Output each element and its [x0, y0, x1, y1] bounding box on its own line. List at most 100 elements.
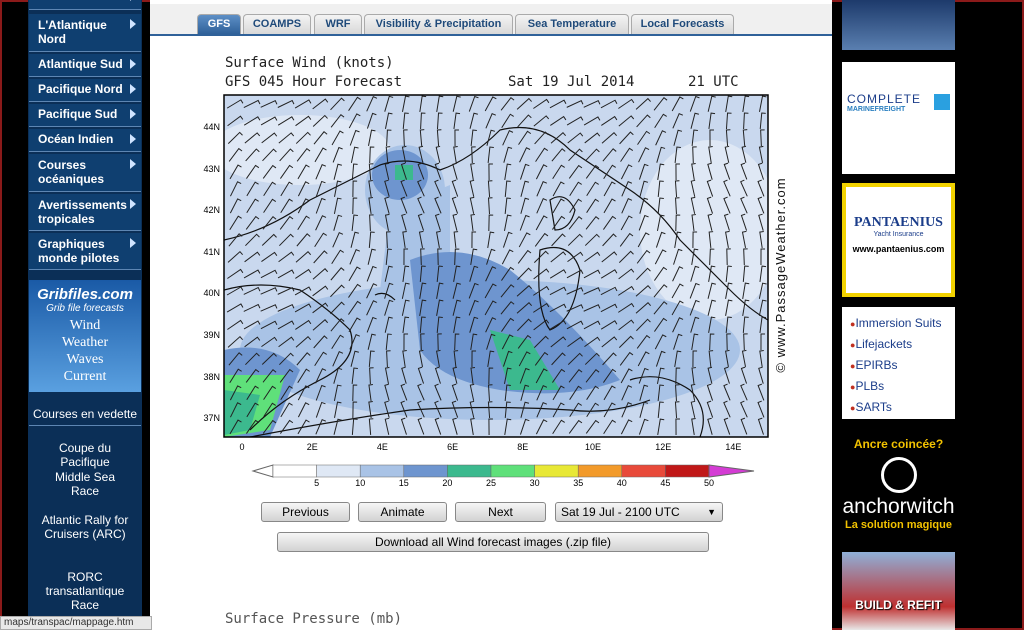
featured-heading: Courses en vedette — [29, 402, 141, 426]
wind-barb — [419, 316, 426, 334]
wind-barb — [653, 301, 668, 315]
wind-barb — [503, 146, 513, 163]
lon-label: 8E — [517, 442, 528, 452]
nav-item[interactable]: L'Atlantique Nord — [29, 14, 141, 52]
wind-barb — [312, 302, 329, 314]
wind-barb — [533, 302, 550, 313]
wind-barb — [758, 145, 764, 163]
wind-barb — [620, 164, 633, 180]
wind-barb — [403, 129, 408, 147]
wind-barb — [741, 145, 747, 163]
time-select-value: Sat 19 Jul - 2100 UTC — [561, 505, 680, 519]
tab[interactable]: Visibility & Precipitation — [364, 14, 513, 34]
ad-insurance[interactable]: PANTAENIUS Yacht Insurance www.pantaeniu… — [842, 183, 955, 297]
tab[interactable]: WRF — [314, 14, 362, 34]
ad-anchor[interactable]: Ancre coincée? anchorwitch La solution m… — [842, 437, 955, 542]
wind-barb — [725, 299, 733, 316]
wind-barb — [470, 162, 475, 180]
wind-barb — [279, 419, 294, 434]
nav-item[interactable]: Graphiques monde pilotes — [29, 233, 141, 270]
ad-safety[interactable]: Immersion SuitsLifejacketsEPIRBsPLBsSART… — [842, 307, 955, 419]
wind-barb — [384, 282, 394, 299]
wind-barb — [384, 179, 390, 197]
wind-barb — [331, 130, 344, 146]
ad-refit[interactable]: BUILD & REFIT — [842, 552, 955, 630]
wind-barb — [533, 250, 549, 264]
tab[interactable]: Sea Temperature — [515, 14, 629, 34]
wind-barb — [552, 419, 565, 434]
wind-barb — [657, 384, 664, 402]
wind-barb — [740, 400, 748, 418]
wind-barb — [673, 248, 683, 265]
ad-freight[interactable]: COMPLETE MARINEFREIGHT — [842, 62, 955, 174]
wind-barb — [436, 349, 441, 367]
ad-boat-image[interactable] — [842, 0, 955, 50]
wind-barb — [485, 266, 497, 282]
wind-barb — [657, 418, 665, 435]
wind-barb — [453, 350, 459, 368]
wind-barb — [260, 100, 278, 108]
wind-barb — [369, 367, 374, 385]
nav-item[interactable]: Courses océaniques — [29, 154, 141, 192]
wind-barb — [603, 385, 616, 401]
wind-barb — [600, 99, 618, 109]
wind-barb — [706, 400, 714, 418]
wind-barb — [621, 198, 633, 214]
gribfiles-banner[interactable]: Gribfiles.com Grib file forecasts Wind We… — [29, 280, 141, 392]
nav-item[interactable]: Antilles — [29, 0, 141, 10]
wind-barb — [229, 215, 242, 231]
nav-item[interactable]: Avertissements tropicales — [29, 194, 141, 231]
wind-barb — [692, 146, 697, 164]
nav-item[interactable]: Pacifique Sud — [29, 104, 141, 127]
nav-item[interactable]: Pacifique Nord — [29, 79, 141, 102]
wind-barb — [486, 333, 496, 350]
wind-barb — [517, 249, 532, 264]
wind-barb — [620, 215, 633, 231]
wind-barb — [402, 316, 410, 333]
wind-barb — [279, 233, 294, 247]
wind-barb — [384, 162, 390, 180]
wind-barb — [262, 164, 277, 179]
wind-barb — [584, 233, 600, 246]
wind-barb — [260, 304, 278, 312]
wind-barbs — [226, 95, 767, 436]
nav-item[interactable]: Océan Indien — [29, 129, 141, 152]
colorbar-swatch — [665, 464, 710, 478]
featured-race[interactable]: RORC transatlantique Race — [45, 570, 125, 612]
featured-race[interactable]: Coupe du Pacifique — [58, 441, 112, 469]
tab[interactable]: GFS — [197, 14, 241, 34]
wind-barb — [708, 316, 716, 333]
wind-barb — [453, 112, 461, 129]
colorbar-start — [251, 464, 274, 478]
next-button[interactable]: Next — [455, 502, 546, 522]
wind-barb — [403, 333, 409, 351]
featured-race[interactable]: Atlantic Rally for Cruisers (ARC) — [41, 513, 129, 541]
wind-barb — [418, 145, 424, 163]
tab[interactable]: Local Forecasts — [631, 14, 734, 34]
wind-barb — [297, 198, 310, 214]
ad-freight-logo — [934, 94, 950, 110]
wind-barb — [674, 231, 682, 248]
featured-race[interactable]: Middle Sea Race — [54, 470, 116, 498]
previous-button[interactable]: Previous — [261, 502, 350, 522]
wind-barb — [228, 352, 243, 366]
wind-barb — [229, 385, 242, 401]
map-credit: © www.PassageWeather.com — [773, 177, 788, 372]
wind-barb — [315, 368, 327, 384]
colorbar-swatch — [403, 464, 448, 478]
wind-barb — [401, 282, 410, 299]
time-select[interactable]: Sat 19 Jul - 2100 UTC ▼ — [555, 502, 723, 522]
animate-button[interactable]: Animate — [358, 502, 447, 522]
tab[interactable]: COAMPS — [243, 14, 311, 34]
wind-barb — [566, 116, 584, 126]
wind-barb — [549, 320, 567, 330]
wind-barb — [333, 163, 342, 180]
wind-barb — [758, 299, 767, 316]
wind-barb — [401, 299, 410, 316]
wind-barb — [691, 248, 699, 265]
wind-barb — [228, 233, 243, 247]
nav-item[interactable]: Atlantique Sud — [29, 54, 141, 77]
wind-barb — [657, 163, 665, 180]
download-button[interactable]: Download all Wind forecast images (.zip … — [277, 532, 709, 552]
wind-barb — [469, 316, 479, 333]
